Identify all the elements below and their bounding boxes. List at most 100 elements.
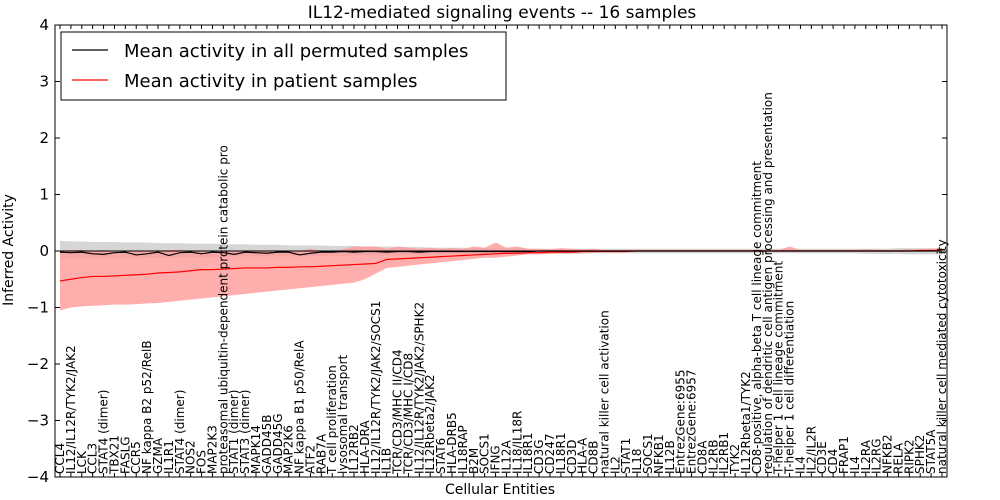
x-tick-label: MAP2K6 — [282, 425, 296, 474]
y-tick-label: 3 — [39, 73, 49, 91]
x-tick-label: CD247 — [543, 433, 557, 474]
line-layer — [55, 249, 947, 282]
x-tick-label: natural killer cell mediated cytotoxicit… — [935, 239, 949, 474]
x-tick-label: RIPK2 — [902, 439, 916, 474]
x-tick-label: FASLG — [118, 436, 132, 474]
x-tick-label: HLA-DRA — [358, 420, 372, 474]
x-tick-label: IL18R1 — [554, 433, 568, 474]
x-tick-label: MAP2K3 — [205, 425, 219, 474]
x-tick-label: STAT3 (dimer) — [238, 390, 252, 474]
x-tick-label: NF kappa B2 p52/RelB — [140, 340, 154, 474]
x-tick-label: natural killer cell activation — [597, 310, 611, 474]
x-tick-label: CD3D — [565, 440, 579, 475]
x-tick-label: CD4 — [826, 449, 840, 474]
x-tick-label: IL4 — [848, 456, 862, 474]
x-tick-label: IL2RB1 — [717, 432, 731, 474]
x-tick-label: IL18RAP — [456, 425, 470, 474]
chart-title: IL12-mediated signaling events -- 16 sam… — [308, 3, 697, 23]
band-layer — [60, 240, 942, 311]
x-tick-label: NFKB1 — [652, 434, 666, 474]
x-tick-label: T cell proliferation — [325, 365, 339, 475]
x-tick-label: IL18 — [630, 449, 644, 475]
plot-frame — [54, 24, 948, 478]
x-tick-label: IL12Rbeta1/TYK2 — [739, 371, 753, 474]
x-tick-label: STAT5A — [924, 429, 938, 474]
x-tick-label: RAB7A — [314, 433, 328, 474]
x-tick-label: IL2RG — [870, 439, 884, 475]
y-tick-label: −4 — [27, 468, 49, 486]
x-tick-label: T-helper 1 cell lineage commitment — [772, 261, 786, 475]
series-line-permuted — [59, 250, 942, 257]
x-tick-label: GZMA — [151, 437, 165, 474]
x-tick-label: FRAP1 — [837, 436, 851, 474]
x-tick-label: CD8B — [587, 441, 601, 475]
x-tick-label: proteasomal ubiquitin-dependent protein … — [216, 145, 230, 474]
y-ticks: −4 −3 −2 −1 0 1 2 3 4 — [27, 16, 947, 486]
x-tick-label: IL2RB — [706, 440, 720, 474]
x-tick-label: TBX21 — [107, 435, 121, 475]
x-tick-label: GADD45B — [260, 415, 274, 475]
x-tick-label: CD3G — [532, 439, 546, 474]
y-tick-label: −1 — [27, 299, 49, 317]
x-tick-label: IL1B — [380, 448, 394, 474]
x-tick-label: NFKB2 — [881, 434, 895, 474]
x-tick-label: GADD45G — [271, 413, 285, 474]
x-tick-label: MAPK14 — [249, 425, 263, 474]
x-tick-label: STAT1 (dimer) — [227, 390, 241, 474]
x-tick-label: STAT4 (dimer) — [97, 390, 111, 474]
x-tick-label: IL12A — [499, 440, 513, 474]
x-tick-label: IFNG — [489, 445, 503, 474]
x-tick-label: IL4 — [793, 456, 807, 474]
x-tick-label: IL12/IL12R/TYK2/JAK2/SPHK2 — [412, 302, 426, 474]
x-tick-label: IL12/IL12R/TYK2/JAK2/SOCS1 — [369, 301, 383, 474]
x-tick-label: FOS — [195, 450, 209, 474]
x-tick-label: TCR/CD3/MHC I/CD8 — [401, 353, 415, 475]
x-tick-label: CD8A — [695, 440, 709, 474]
x-tick-label: STAT1 — [619, 438, 633, 474]
x-tick-label: T-helper 1 cell differentiation — [783, 301, 797, 475]
y-tick-label: −3 — [27, 412, 49, 430]
patient-band — [60, 242, 942, 311]
x-tick-label: IL18/IL18R — [510, 411, 524, 474]
x-tick-label: B2M — [467, 448, 481, 474]
y-axis-label: Inferred Activity — [1, 194, 17, 306]
x-tick-label: CD3E — [815, 441, 829, 474]
x-tick-label: EntrezGene:6955 — [674, 370, 688, 475]
y-tick-label: 1 — [39, 186, 49, 204]
x-tick-label: IL2RA — [859, 439, 873, 474]
x-tick-label: STAT4 (dimer) — [173, 390, 187, 474]
x-tick-label: EntrezGene:6957 — [685, 370, 699, 475]
x-tick-label: IL18R1 — [521, 433, 535, 474]
x-tick-label: SOCS1 — [478, 433, 492, 474]
x-tick-label: NF kappa B1 p50/RelA — [293, 340, 307, 474]
x-tick-label: HLA-DRB5 — [445, 412, 459, 474]
legend: Mean activity in all permuted samples Me… — [60, 31, 507, 101]
x-tick-label: IL12Rbeta2/JAK2 — [423, 374, 437, 474]
x-tick-label: lysosomal transport — [336, 354, 350, 474]
x-tick-label: ATF2 — [303, 445, 317, 474]
x-tick-label: RELA — [891, 442, 905, 474]
x-tick-label: CCR5 — [129, 441, 143, 474]
x-tick-label: TYK2 — [728, 444, 742, 475]
x-tick-label: IL2/IL2R — [804, 426, 818, 474]
x-tick-label: IL12RB2 — [347, 424, 361, 474]
x-tick-label: IL2 — [608, 456, 622, 474]
x-axis-label: Cellular Entities — [445, 482, 555, 498]
x-tick-label: STAT6 — [434, 438, 448, 474]
y-tick-label: −2 — [27, 355, 49, 373]
y-tick-label: 0 — [39, 242, 49, 260]
x-tick-label: LCK — [75, 450, 89, 474]
x-tick-label: NOS2 — [184, 440, 198, 474]
x-tick-label: SPHK2 — [913, 435, 927, 474]
x-tick-label: regulation of dendritic cell antigen pro… — [761, 92, 775, 474]
x-tick-label: HLA-A — [576, 437, 590, 474]
legend-label-patient: Mean activity in patient samples — [124, 71, 418, 92]
x-tick-label: CCL3 — [86, 443, 100, 474]
x-tick-label: TCR/CD3/MHC II/CD4 — [391, 349, 405, 475]
x-tick-label: CD8-positive, alpha-beta T cell lineage … — [750, 161, 764, 474]
x-tick-label: SOCS1 — [641, 433, 655, 474]
y-tick-label: 2 — [39, 129, 49, 147]
x-tick-label: IL12/IL12R/TYK2/JAK2 — [64, 345, 78, 474]
y-tick-label: 4 — [39, 16, 49, 34]
